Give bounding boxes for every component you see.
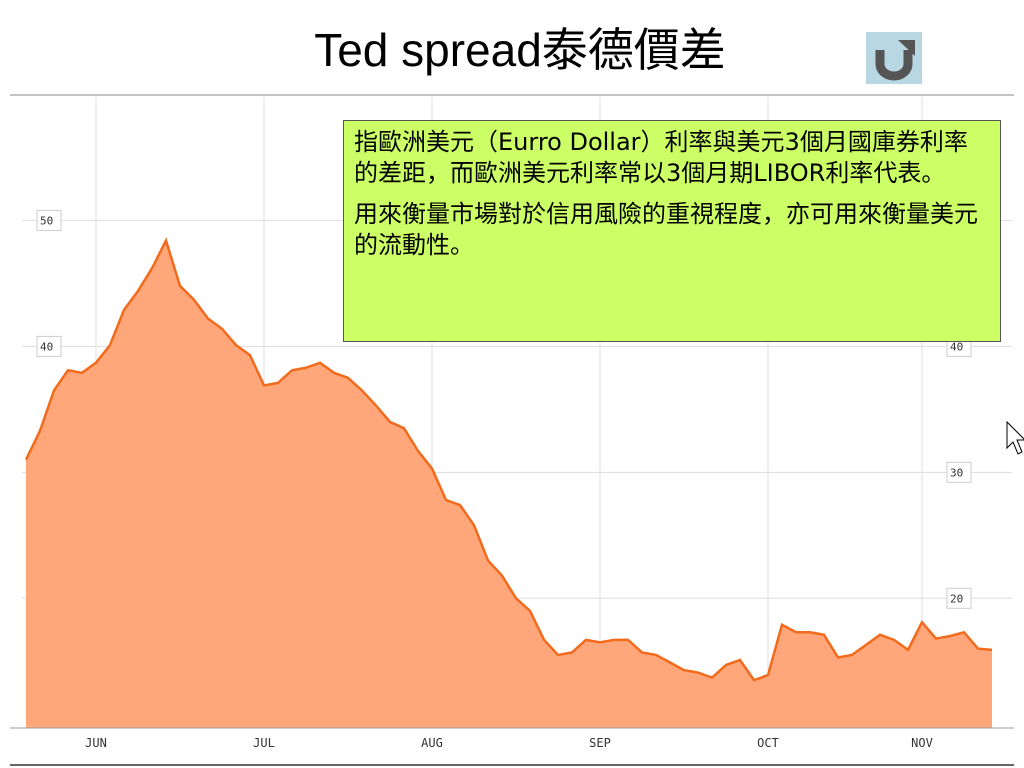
back-icon[interactable] — [875, 50, 913, 81]
callout-text: 用來衡量市場對於信用風險的重視程度，亦可用來衡量美元的流動性。 — [354, 200, 978, 259]
y-tick-box — [946, 587, 972, 609]
y-tick-label: 40 — [950, 340, 963, 353]
x-tick-label: JUN — [85, 736, 107, 750]
y-tick-box — [36, 209, 62, 231]
callout-box: 指歐洲美元（Eurro Dollar）利率與美元3個月國庫券利率的差距，而歐洲美… — [343, 120, 1001, 342]
y-tick-box — [36, 335, 62, 357]
y-tick-label: 20 — [950, 592, 963, 605]
area-line — [24, 237, 993, 682]
x-tick-label: OCT — [757, 736, 779, 750]
callout-text: 指歐洲美元（Eurro Dollar）利率與美元3個月國庫券利率的差距，而歐洲美… — [354, 128, 968, 187]
slide-title: Ted spread泰德價差 — [314, 24, 726, 76]
x-tick-label: SEP — [589, 736, 611, 750]
back-button[interactable] — [866, 32, 922, 84]
y-tick-label: 40 — [40, 340, 53, 353]
y-tick-box — [946, 461, 972, 483]
back-icon-arrow[interactable] — [898, 40, 915, 56]
x-tick-label: JUL — [253, 736, 275, 750]
mouse-cursor — [1006, 420, 1024, 455]
y-tick-label: 50 — [40, 214, 53, 227]
y-tick-label: 30 — [950, 466, 963, 479]
area — [26, 240, 992, 728]
x-tick-label: NOV — [911, 736, 933, 750]
x-tick-label: AUG — [421, 736, 443, 750]
